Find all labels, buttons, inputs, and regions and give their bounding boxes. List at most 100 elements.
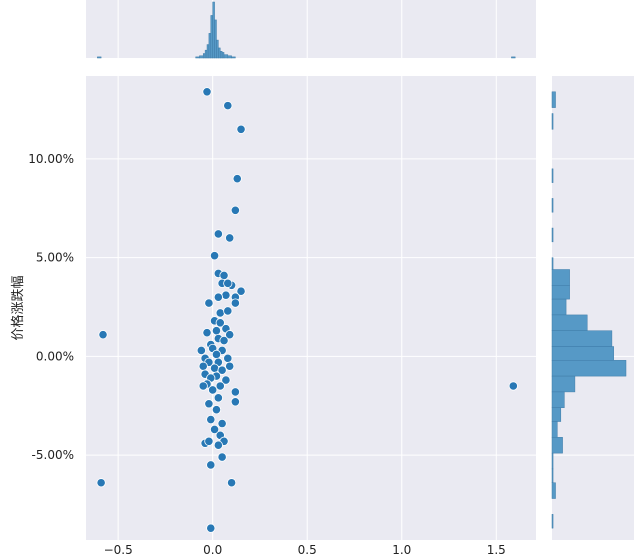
y-axis-tick-labels: -5.00% 0.00% 5.00% 10.00% <box>28 152 74 462</box>
y-tick-label: -5.00% <box>32 448 74 462</box>
scatter-point <box>223 306 233 316</box>
right-marginal-histogram <box>551 91 627 529</box>
right-histogram-bar <box>551 375 576 393</box>
main-plot-grid <box>86 76 536 540</box>
scatter-point <box>230 397 240 407</box>
y-axis-title: 价格涨跌幅 <box>10 275 26 340</box>
right-histogram-bar <box>551 113 554 130</box>
scatter-point <box>223 353 233 363</box>
scatter-point <box>508 381 518 391</box>
scatter-point <box>196 345 206 356</box>
scatter-point <box>230 387 240 397</box>
scatter-point <box>204 436 214 446</box>
scatter-point <box>206 460 216 470</box>
top-histogram-bar <box>206 44 210 59</box>
y-tick-label: 5.00% <box>36 251 74 265</box>
right-histogram-bar <box>551 360 627 377</box>
scatter-point <box>215 381 225 391</box>
scatter-point <box>209 424 220 435</box>
scatter-point <box>215 318 225 328</box>
top-histogram-bar <box>210 15 213 59</box>
right-histogram-bar <box>551 198 554 213</box>
scatter-point <box>211 405 222 415</box>
top-histogram-bar <box>202 53 206 59</box>
scatter-point <box>230 298 240 308</box>
right-histogram-bar <box>551 421 558 438</box>
y-tick-label: 10.00% <box>28 152 74 166</box>
scatter-point <box>221 375 231 385</box>
right-histogram-bar <box>551 452 554 470</box>
right-histogram-bar <box>551 330 613 347</box>
main-plot-background <box>86 76 536 540</box>
top-histogram-bar <box>216 39 219 59</box>
top-histogram-bar <box>214 19 217 59</box>
x-axis-tick-labels: −0.5 0.0 0.5 1.0 1.5 <box>104 543 506 557</box>
scatter-point <box>213 440 223 450</box>
top-histogram-bar <box>219 51 223 59</box>
top-histogram-bar <box>221 52 225 59</box>
main-panel: −0.5 0.0 0.5 1.0 1.5 -5.00%0.00%5.00%10.00% … <box>10 76 536 557</box>
top-histogram-bar <box>227 55 232 59</box>
scatter-points <box>96 87 518 533</box>
right-histogram-bar <box>551 407 562 422</box>
scatter-point <box>202 328 212 338</box>
right-histogram-bar <box>551 482 556 499</box>
scatter-point <box>198 381 208 391</box>
top-histogram-bar <box>231 56 236 59</box>
right-histogram-bar <box>551 514 554 529</box>
scatter-point <box>217 452 227 462</box>
scatter-point <box>215 308 225 318</box>
right-histogram-bar <box>551 437 563 454</box>
scatter-point <box>206 523 216 533</box>
scatter-point <box>236 286 246 296</box>
scatter-point <box>213 229 223 239</box>
right-histogram-bar <box>551 227 554 243</box>
right-histogram-bar <box>551 314 588 331</box>
right-histogram-bar <box>551 257 554 270</box>
right-histogram-bar <box>551 298 567 316</box>
scatter-point <box>225 233 235 243</box>
right-histogram-bar <box>551 391 565 408</box>
scatter-point <box>230 205 240 215</box>
scatter-point <box>226 478 237 488</box>
scatter-point <box>198 361 208 371</box>
right-histogram-bar <box>551 269 570 286</box>
top-histogram-bar <box>195 56 200 59</box>
scatter-point <box>232 174 242 184</box>
top-histogram-bar <box>97 56 102 59</box>
top-marginal-panel <box>86 0 536 59</box>
scatter-point <box>204 298 214 308</box>
scatter-point <box>211 326 222 336</box>
scatter-point <box>206 414 216 425</box>
scatter-point <box>225 361 235 371</box>
x-tick-label: 1.5 <box>487 543 506 557</box>
top-histogram-bar <box>218 47 221 59</box>
scatter-point <box>213 292 223 302</box>
right-histogram-bar <box>551 168 554 183</box>
top-histogram-bar <box>199 55 204 59</box>
scatter-point <box>217 418 227 429</box>
top-histogram-bar <box>208 33 212 59</box>
top-histogram-bar <box>204 49 208 59</box>
scatter-point <box>236 124 246 134</box>
x-tick-label: 0.5 <box>298 543 317 557</box>
scatter-point <box>209 363 220 373</box>
scatter-point <box>204 399 214 409</box>
scatter-point <box>96 478 106 488</box>
right-histogram-bar <box>551 468 554 483</box>
scatter-point <box>219 335 229 346</box>
top-marginal-histogram <box>97 1 516 59</box>
scatter-point <box>225 330 235 340</box>
scatter-point <box>213 393 223 403</box>
y-tick-label: 0.00% <box>36 349 74 363</box>
top-histogram-bar <box>212 1 215 59</box>
scatter-point <box>202 87 212 97</box>
scatter-point <box>211 349 222 359</box>
right-histogram-bar <box>551 91 556 108</box>
scatter-point <box>223 278 233 288</box>
scatter-point <box>217 365 227 375</box>
scatter-point <box>208 385 218 395</box>
x-tick-label: 1.0 <box>392 543 411 557</box>
scatter-point <box>98 330 108 340</box>
